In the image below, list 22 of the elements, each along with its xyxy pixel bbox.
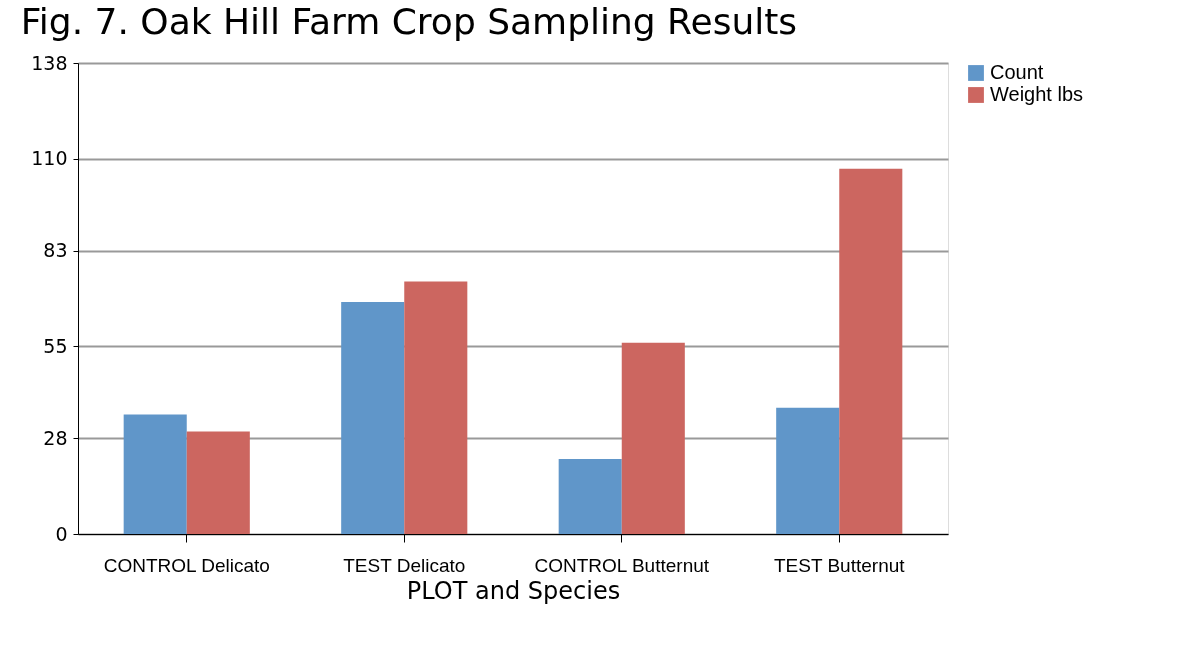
bar (404, 281, 468, 534)
y-tick-label: 28 (43, 426, 68, 449)
x-tick-label: TEST Delicato (343, 554, 466, 576)
bar (123, 414, 187, 534)
x-tick-label: CONTROL Delicato (103, 554, 270, 576)
y-tick-label: 138 (31, 51, 68, 74)
chart-title: Fig. 7. Oak Hill Farm Crop Sampling Results (20, 1, 798, 42)
x-tick-label: TEST Butternut (773, 554, 906, 576)
bar (558, 458, 622, 534)
y-tick-label: 55 (43, 334, 68, 357)
bar (341, 301, 405, 534)
y-tick-label: 83 (43, 239, 68, 262)
y-tick-label: 110 (31, 147, 68, 170)
bar (776, 407, 840, 534)
legend-label: Weight lbs (990, 83, 1084, 105)
y-tick-label: 0 (55, 522, 68, 545)
bar (621, 342, 685, 534)
x-tick-label: CONTROL Butternut (534, 554, 710, 576)
bar (839, 168, 903, 534)
bar (186, 431, 250, 534)
x-axis-title: PLOT and Species (406, 576, 621, 605)
legend-label: Count (990, 61, 1044, 83)
